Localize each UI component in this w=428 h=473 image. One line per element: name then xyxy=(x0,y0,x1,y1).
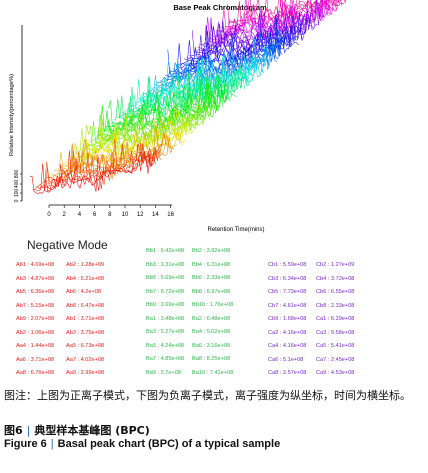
peak-intensity-entry: Ab1 : 3.71e+08 xyxy=(66,316,105,322)
peak-intensity-entry: Ca9 : 4.53e+08 xyxy=(316,370,355,376)
peak-intensity-entry: Ba4 : 5.02e+08 xyxy=(192,329,231,335)
peak-intensity-entry: Bb1 : 6.42e+08 xyxy=(146,248,185,254)
peak-intensity-entry: Ab3 : 3.75e+08 xyxy=(66,329,105,336)
y-axis-label: Relative Intensity(percentage%) xyxy=(9,74,15,156)
peak-intensity-entry: Ab4 : 5.21e+08 xyxy=(66,275,105,282)
peak-intensity-entry: Cb8 : 2.33e+08 xyxy=(316,302,355,309)
peak-intensity-entry: Cb1 : 5.59e+08 xyxy=(268,262,307,268)
peak-intensity-entry: Aa8 : 6.76e+08 xyxy=(16,370,55,376)
chromatogram-trace xyxy=(213,0,334,37)
chromatogram-trace xyxy=(62,120,183,167)
peak-intensity-entry: Ab2 : 1.28e+09 xyxy=(66,262,105,268)
x-tick-label: 10 xyxy=(122,212,129,218)
y-tick-label: 400 xyxy=(14,180,20,189)
peak-intensity-entry: Ba1 : 3.48e+08 xyxy=(146,315,185,322)
peak-intensity-entry: Bb7 : 6.72e+08 xyxy=(146,288,185,295)
peak-intensity-entry: Ba6 : 3.16e+08 xyxy=(192,342,231,349)
figure-note: 图注：上图为正离子模式，下图为负离子模式，离子强度为纵坐标，时间为横坐标。 xyxy=(4,389,411,402)
figure-label-cn: 图6 xyxy=(4,424,23,437)
chart-axes xyxy=(21,25,172,206)
peak-intensity-entry: Aa9 : 2.99e+08 xyxy=(66,370,105,376)
x-tick-label: 8 xyxy=(108,212,112,218)
x-axis-label: Retention Time(mins) xyxy=(207,227,264,233)
figure-caption-en: Figure 6 | Basal peak chart (BPC) of a typ… xyxy=(4,438,281,450)
peak-intensity-entry: Ab3 : 4.87e+08 xyxy=(16,275,55,282)
peak-intensity-entry: Ba3 : 5.27e+08 xyxy=(146,329,185,335)
x-tick-label: 6 xyxy=(93,212,97,218)
peak-intensity-entry: Aa5 : 6.73e+08 xyxy=(66,343,105,349)
peak-intensity-entry: Ba7 : 4.85e+08 xyxy=(146,356,185,362)
peak-intensity-entry: Ca5 : 5.41e+08 xyxy=(316,343,355,349)
peak-intensity-entry: Ab2 : 1.06e+08 xyxy=(16,329,55,336)
negative-mode-title: Negative Mode xyxy=(27,238,108,252)
peak-intensity-entry: Aa6 : 3.71e+08 xyxy=(16,356,55,363)
x-tick-label: 0 xyxy=(47,212,51,218)
peak-intensity-entry: Cb5 : 7.73e+08 xyxy=(268,289,307,295)
peak-intensity-entry: Ab9 : 2.07e+08 xyxy=(16,316,55,322)
peak-intensity-entry: Bb9 : 2.69e+08 xyxy=(146,302,185,308)
figure-title-en: Basal peak chart (BPC) of a typical samp… xyxy=(57,438,281,450)
peak-intensity-entry: Ca3 : 9.58e+08 xyxy=(316,329,355,336)
x-tick-label: 2 xyxy=(63,212,67,218)
chart-title: Base Peak Chromatogram xyxy=(173,3,267,12)
peak-intensity-entry: Bb6 : 2.33e+08 xyxy=(192,275,231,281)
y-tick-label: 0 xyxy=(14,199,20,202)
y-tick-label: 100 xyxy=(14,189,20,198)
peak-intensity-entry: Bb8 : 6.97e+08 xyxy=(192,288,231,295)
peak-intensity-entry: Aa4 : 1.44e+08 xyxy=(16,343,55,349)
figure-caption-cn: 图6 | 典型样本基峰图 (BPC) xyxy=(4,424,150,437)
peak-intensity-entry: Ba8 : 8.25e+08 xyxy=(192,356,231,362)
peak-intensity-entry: Ca7 : 2.45e+08 xyxy=(316,356,355,363)
peak-intensity-entry: Ca2 : 4.16e+08 xyxy=(268,329,307,336)
x-tick-label: 14 xyxy=(152,212,159,218)
figure-title-cn: 典型样本基峰图 (BPC) xyxy=(34,424,150,437)
peak-intensity-entry: Aa7 : 4.02e+08 xyxy=(66,356,105,363)
chromatogram-trace xyxy=(35,150,156,190)
chromatogram-traces xyxy=(29,0,346,195)
peak-intensity-entry: Ba2 : 6.48e+08 xyxy=(192,315,231,322)
peak-intensity-entry: Cb4 : 3.72e+08 xyxy=(316,275,355,282)
peak-intensity-entry: Bb10 : 1.76e+08 xyxy=(192,302,234,308)
peak-intensity-entry: Ab1 : 4.69e+08 xyxy=(16,262,55,268)
peak-intensity-entry: Cb2 : 1.27e+09 xyxy=(316,262,355,268)
peak-intensity-entry: Bb4 : 6.31e+08 xyxy=(192,261,231,268)
peak-intensity-entry: Ca8 : 2.57e+08 xyxy=(268,370,307,376)
peak-intensity-entry: Bb3 : 1.31e+08 xyxy=(146,261,185,268)
peak-intensity-entry: Ab5 : 6.36e+08 xyxy=(16,289,55,295)
peak-intensity-entry: Ba9 : 5.7e+08 xyxy=(146,369,181,376)
peak-intensity-entry: Bb2 : 3.92e+08 xyxy=(192,248,231,254)
peak-intensity-entry: Ca6 : 5.1e+08 xyxy=(268,356,304,363)
chromatogram-trace xyxy=(70,110,191,160)
peak-intensity-entry: Cb7 : 4.61e+08 xyxy=(268,302,307,309)
peak-intensity-entry: Cb3 : 6.34e+08 xyxy=(268,275,307,282)
peak-intensity-entry: Ca1 : 6.29e+08 xyxy=(316,316,355,322)
peak-intensity-entry: Cb9 : 1.68e+08 xyxy=(268,316,307,322)
chromatogram-trace xyxy=(102,75,224,132)
chromatogram-trace xyxy=(43,144,164,183)
peak-intensity-entry: Ab8 : 6.47e+08 xyxy=(66,302,105,309)
peak-intensity-entry: Ba5 : 4.24e+08 xyxy=(146,342,185,349)
peak-intensity-entry: Cb6 : 6.55e+08 xyxy=(316,289,355,295)
x-tick-label: 16 xyxy=(167,212,174,218)
y-tick-label: 800 xyxy=(14,170,20,179)
x-tick-label: 12 xyxy=(137,212,144,218)
figure-label-en: Figure 6 xyxy=(4,438,47,450)
x-tick-label: 4 xyxy=(78,212,82,218)
peak-intensity-entry: Ca4 : 4.16e+08 xyxy=(268,343,307,349)
chromatogram-trace xyxy=(37,149,159,188)
chromatogram-trace xyxy=(29,143,151,195)
peak-intensity-entry: Ba10 : 7.41e+08 xyxy=(192,369,234,376)
peak-intensity-entry: Ab7 : 5.15e+08 xyxy=(16,302,55,309)
x-ticks: 0 2 4 6 8 10 12 14 16 xyxy=(47,205,175,218)
peak-intensity-entry: Bb5 : 5.69e+08 xyxy=(146,275,185,281)
peak-intensity-entry: Ab6 : 4.2e+08 xyxy=(66,289,101,295)
